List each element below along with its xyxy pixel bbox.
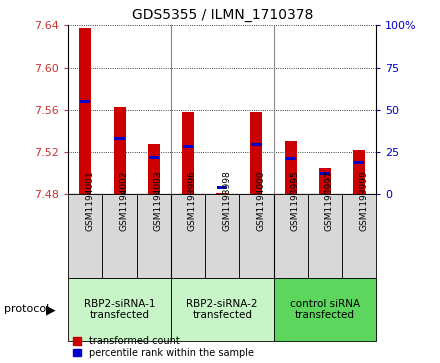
Bar [68, 194, 103, 278]
Bar [114, 137, 125, 140]
Bar [183, 145, 193, 148]
Bar [171, 278, 274, 341]
Bar [274, 194, 308, 278]
Bar [308, 194, 342, 278]
Text: control siRNA
transfected: control siRNA transfected [290, 299, 360, 320]
Legend: transformed count, percentile rank within the sample: transformed count, percentile rank withi… [73, 336, 253, 358]
Text: RBP2-siRNA-2
transfected: RBP2-siRNA-2 transfected [187, 299, 258, 320]
Bar [354, 161, 364, 164]
Bar [353, 150, 365, 194]
Text: ▶: ▶ [46, 303, 55, 316]
Bar [251, 143, 261, 146]
Text: GSM1194001: GSM1194001 [85, 171, 94, 231]
Bar [320, 172, 330, 175]
Bar [79, 28, 92, 194]
Bar [171, 194, 205, 278]
Text: GSM1193997: GSM1193997 [325, 171, 334, 231]
Text: GSM1194000: GSM1194000 [257, 171, 265, 231]
Bar [217, 186, 227, 189]
Text: RBP2-siRNA-1
transfected: RBP2-siRNA-1 transfected [84, 299, 155, 320]
Bar [274, 278, 376, 341]
Text: protocol: protocol [4, 305, 50, 314]
Bar [216, 193, 228, 194]
Text: GSM1193998: GSM1193998 [222, 171, 231, 231]
Text: GSM1194003: GSM1194003 [154, 171, 163, 231]
Text: GSM1193995: GSM1193995 [291, 171, 300, 231]
Text: GSM1193999: GSM1193999 [359, 171, 368, 231]
Bar [103, 194, 137, 278]
Bar [239, 194, 274, 278]
Bar [182, 112, 194, 194]
Bar [250, 112, 262, 194]
Bar [114, 107, 125, 194]
Bar [148, 144, 160, 194]
Bar [205, 194, 239, 278]
Bar [319, 168, 331, 194]
Bar [137, 194, 171, 278]
Bar [149, 156, 159, 159]
Text: GSM1194002: GSM1194002 [120, 171, 128, 231]
Bar [68, 278, 171, 341]
Text: GSM1193996: GSM1193996 [188, 171, 197, 231]
Bar [285, 142, 297, 194]
Bar [342, 194, 376, 278]
Title: GDS5355 / ILMN_1710378: GDS5355 / ILMN_1710378 [132, 8, 313, 22]
Bar [80, 100, 90, 103]
Bar [286, 157, 296, 160]
